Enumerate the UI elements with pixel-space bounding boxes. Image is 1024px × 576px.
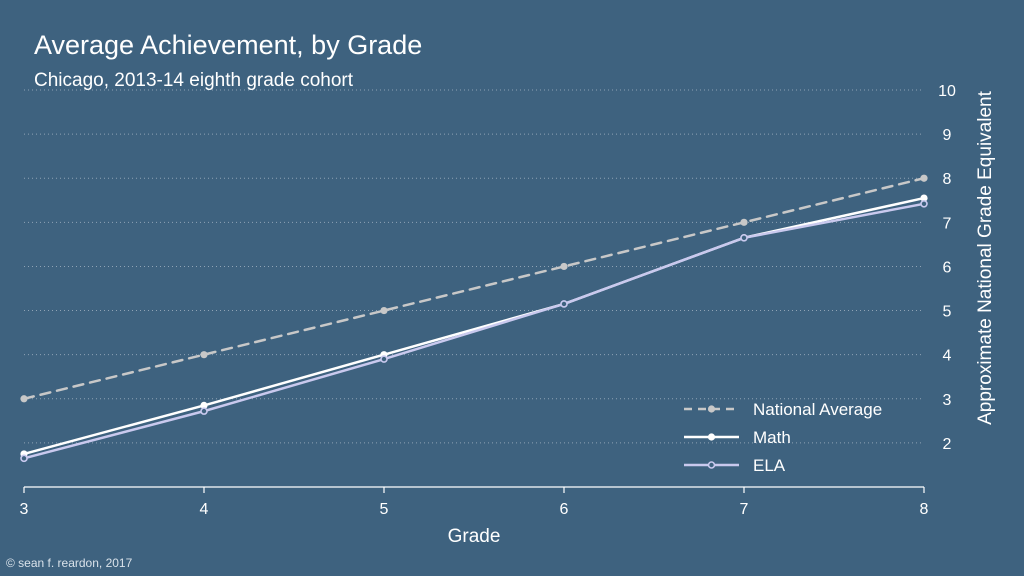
data-point-math-4: [200, 401, 208, 409]
data-point-ela-4: [200, 407, 208, 415]
x-tick-label-8: 8: [920, 501, 929, 518]
data-point-ela-5: [380, 355, 388, 363]
legend-label-ela: ELA: [753, 456, 786, 475]
y-tick-label-6: 6: [943, 259, 952, 276]
data-point-ela-6: [560, 300, 568, 308]
legend-marker-math: [707, 433, 716, 441]
data-point-national-average-3: [20, 395, 28, 403]
x-tick-label-6: 6: [560, 501, 569, 518]
y-tick-label-7: 7: [943, 215, 952, 232]
series-line-ela: [22, 202, 926, 460]
data-point-national-average-8: [920, 174, 928, 182]
data-point-national-average-7: [740, 218, 748, 226]
data-point-ela-8: [920, 200, 928, 208]
x-tick-label-5: 5: [380, 501, 389, 518]
data-point-math-8: [920, 194, 928, 202]
x-tick-label-7: 7: [740, 501, 749, 518]
x-axis-label: Grade: [447, 526, 501, 547]
y-tick-label-4: 4: [943, 348, 952, 365]
data-point-national-average-4: [200, 351, 208, 359]
x-tick-label-3: 3: [20, 501, 29, 518]
y-tick-label-5: 5: [943, 304, 952, 321]
y-tick-label-8: 8: [943, 171, 952, 188]
chart-subtitle: Chicago, 2013-14 eighth grade cohort: [34, 70, 354, 91]
y-tick-label-10: 10: [938, 83, 956, 100]
y-tick-label-9: 9: [943, 127, 952, 144]
data-point-ela-3: [20, 454, 28, 463]
data-point-national-average-5: [380, 306, 388, 315]
data-point-national-average-6: [560, 262, 568, 271]
data-point-ela-7: [740, 233, 748, 242]
x-tick-label-4: 4: [200, 501, 209, 518]
legend-marker-national-average: [707, 405, 716, 413]
legend-label-math: Math: [753, 428, 791, 447]
legend-marker-ela: [707, 461, 716, 469]
copyright-credit: © sean f. reardon, 2017: [6, 556, 133, 570]
y-tick-label-3: 3: [943, 392, 952, 409]
y-tick-label-2: 2: [943, 436, 952, 453]
legend-label-national-average: National Average: [753, 400, 882, 419]
series-line-national-average: [22, 176, 926, 401]
y-axis-label: Approximate National Grade Equivalent: [975, 91, 996, 425]
chart-title: Average Achievement, by Grade: [34, 30, 423, 60]
